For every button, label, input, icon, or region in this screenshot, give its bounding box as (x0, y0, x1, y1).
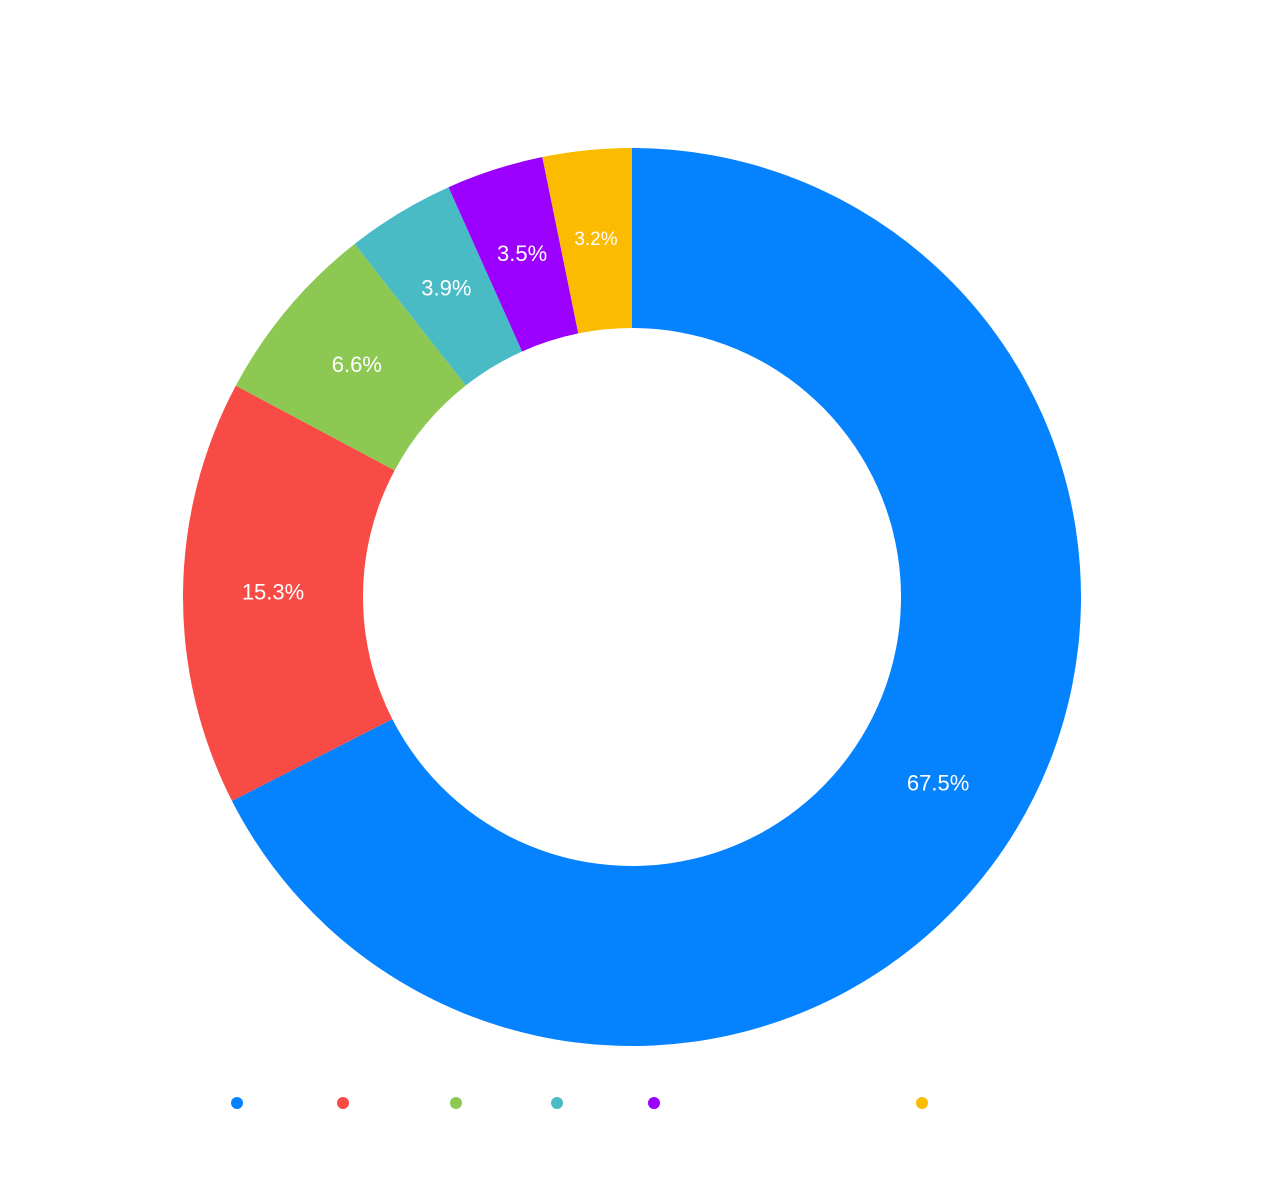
legend-marker (231, 1097, 243, 1109)
data-label: 3.9% (421, 276, 471, 301)
slice (448, 157, 579, 352)
legend-marker (551, 1097, 563, 1109)
slice (354, 187, 523, 386)
slice (183, 385, 395, 801)
slice (235, 243, 466, 471)
data-label: 3.2% (574, 229, 617, 250)
slice (231, 148, 1082, 1046)
data-label: 3.5% (497, 241, 547, 266)
slice (542, 148, 632, 334)
legend-marker (450, 1097, 462, 1109)
data-label: 6.6% (332, 352, 382, 377)
data-label: 15.3% (242, 579, 304, 604)
legend-marker (337, 1097, 349, 1109)
legend-marker (648, 1097, 660, 1109)
data-label: 67.5% (907, 770, 969, 795)
legend-marker (916, 1097, 928, 1109)
